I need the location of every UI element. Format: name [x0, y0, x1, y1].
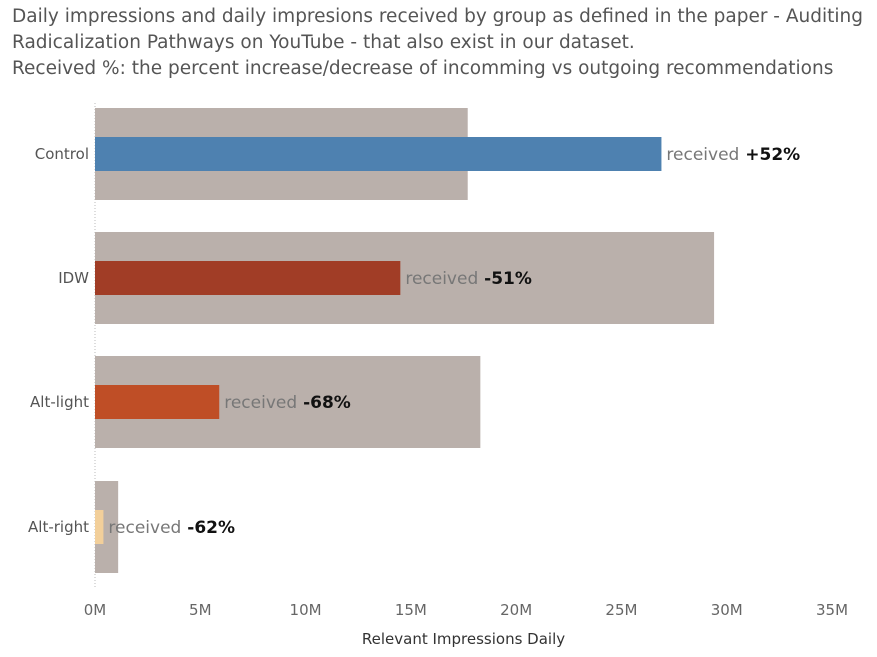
x-tick-label: 30M	[711, 601, 743, 619]
data-label-word-alt-light: received	[224, 393, 297, 413]
data-label-control: received +52%	[666, 145, 800, 165]
category-label-control: Control	[35, 145, 89, 163]
x-axis-title: Relevant Impressions Daily	[362, 630, 565, 648]
x-tick-label: 10M	[290, 601, 322, 619]
category-label-alt-right: Alt-right	[28, 518, 89, 536]
data-label-percent-idw: -51%	[478, 269, 532, 289]
title-line-2: Radicalization Pathways on YouTube - tha…	[12, 32, 635, 53]
data-label-percent-alt-light: -68%	[297, 393, 351, 413]
x-tick-label: 0M	[84, 601, 107, 619]
chart-title: Daily impressions and daily impresions r…	[12, 4, 872, 82]
bar-received-idw	[95, 261, 401, 295]
category-label-idw: IDW	[58, 269, 89, 287]
bar-received-alt-right	[95, 510, 104, 544]
x-tick-label: 20M	[500, 601, 532, 619]
data-label-alt-right: received -62%	[108, 518, 235, 538]
data-label-word-alt-right: received	[108, 518, 181, 538]
data-label-alt-light: received -68%	[224, 393, 351, 413]
title-line-1: Daily impressions and daily impresions r…	[12, 6, 863, 27]
data-label-word-idw: received	[405, 269, 478, 289]
category-label-alt-light: Alt-light	[30, 393, 89, 411]
data-label-word-control: received	[666, 145, 739, 165]
bar-received-control	[95, 137, 662, 171]
x-tick-label: 25M	[605, 601, 637, 619]
bar-daily-alt-right	[95, 481, 119, 573]
x-tick-label: 15M	[395, 601, 427, 619]
x-tick-label: 5M	[189, 601, 212, 619]
title-line-3: Received %: the percent increase/decreas…	[12, 58, 834, 79]
x-tick-label: 35M	[816, 601, 848, 619]
data-label-percent-control: +52%	[739, 145, 800, 165]
bar-received-alt-light	[95, 385, 220, 419]
data-label-idw: received -51%	[405, 269, 532, 289]
data-label-percent-alt-right: -62%	[181, 518, 235, 538]
